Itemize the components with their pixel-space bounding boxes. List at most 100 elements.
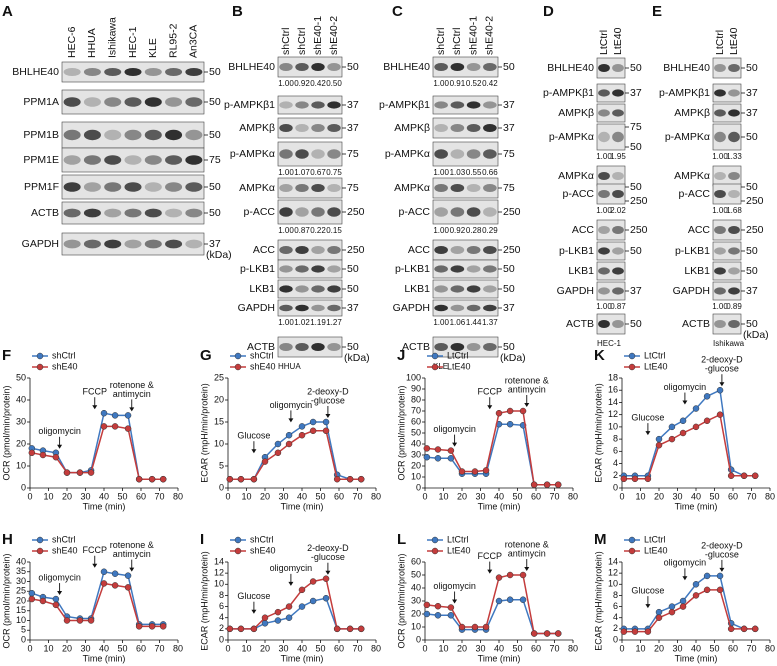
arrow-head xyxy=(251,449,257,454)
blot-band xyxy=(144,129,162,141)
row-label: AMPKα xyxy=(394,182,430,194)
data-point xyxy=(679,603,687,610)
data-point xyxy=(346,475,354,483)
blot-band xyxy=(483,124,497,132)
data-point xyxy=(692,581,700,588)
blot-band xyxy=(279,246,293,254)
blot-band xyxy=(63,239,81,249)
unit-label: (kDa) xyxy=(344,352,370,364)
annotation: -glucose xyxy=(705,549,739,559)
blot-band xyxy=(327,184,341,192)
y-tick-label: 20 xyxy=(411,460,421,470)
row-label: LKB1 xyxy=(404,283,430,295)
y-tick-label: 8 xyxy=(219,590,224,600)
data-point xyxy=(692,405,700,412)
row-label: p-LKB1 xyxy=(559,245,594,257)
data-point xyxy=(28,589,36,597)
size-marker: 50 xyxy=(630,141,642,153)
quantification: 0.66 xyxy=(482,168,498,177)
quantification: 1.19 xyxy=(310,318,326,327)
lane-label: LtE40 xyxy=(728,27,740,55)
blot-band xyxy=(728,109,740,117)
blot-band xyxy=(311,207,325,217)
size-marker: 50 xyxy=(347,61,359,73)
blot-strip xyxy=(596,123,626,151)
x-tick-label: 0 xyxy=(27,491,32,501)
size-marker: 250 xyxy=(630,224,648,236)
size-marker: 75 xyxy=(503,182,515,194)
data-point xyxy=(237,475,245,483)
blot-band xyxy=(598,267,610,275)
blot-band xyxy=(185,208,203,218)
annotation: oligomycin xyxy=(38,426,81,436)
legend-marker xyxy=(36,363,44,371)
blot-band xyxy=(295,265,309,273)
x-axis-title: Time (min) xyxy=(281,501,324,511)
quantification: 0.50 xyxy=(326,79,342,88)
blot-band xyxy=(714,131,726,143)
data-point xyxy=(740,472,748,480)
data-point xyxy=(285,440,293,448)
blot-band xyxy=(144,155,162,165)
data-point xyxy=(506,420,514,428)
size-marker: 50 xyxy=(347,341,359,353)
row-label: p-AMPKβ1 xyxy=(543,87,594,99)
data-point xyxy=(39,451,47,459)
x-tick-label: 80 xyxy=(765,491,775,501)
data-point xyxy=(655,614,663,621)
data-point xyxy=(309,597,317,605)
arrow-head xyxy=(92,405,98,410)
data-point xyxy=(716,386,724,394)
data-point xyxy=(506,407,514,415)
blot-band xyxy=(728,89,740,97)
quantification: 1.68 xyxy=(726,206,742,215)
y-axis-title: OCR (pmol/min/protein) xyxy=(1,385,11,480)
size-marker: 250 xyxy=(746,224,764,236)
series-line xyxy=(31,582,164,628)
row-label: BHLHE40 xyxy=(383,61,430,73)
arrow-head xyxy=(524,403,530,407)
quantification: 2.02 xyxy=(610,206,626,215)
lane-label: shCtrl xyxy=(296,28,308,55)
row-label: AMPKα xyxy=(239,182,275,194)
y-tick-label: 35 xyxy=(16,566,26,576)
cell-line: Ishikawa xyxy=(713,339,745,348)
quantification: 1.00 xyxy=(712,152,728,161)
panel-letter: D xyxy=(543,3,554,20)
quantification: 1.03 xyxy=(450,168,466,177)
x-tick-label: 30 xyxy=(475,491,485,501)
data-point xyxy=(679,597,687,605)
x-tick-label: 60 xyxy=(136,491,146,501)
blot-band xyxy=(279,265,293,273)
lane-label: shE40-2 xyxy=(484,16,496,55)
blot-band xyxy=(327,63,341,71)
blot-band xyxy=(434,63,448,71)
blot-band xyxy=(434,101,448,109)
blot-band xyxy=(185,239,203,249)
panel-letter: M xyxy=(594,531,607,548)
quantification: 1.00 xyxy=(596,302,612,311)
data-point xyxy=(668,435,676,443)
y-tick-label: 30 xyxy=(16,576,26,586)
annotation: Glucose xyxy=(237,431,270,441)
data-point xyxy=(530,630,538,637)
data-point xyxy=(482,467,490,474)
y-tick-label: 12 xyxy=(214,568,224,578)
size-marker: 75 xyxy=(630,121,642,133)
data-point xyxy=(679,429,687,437)
legend-label: LtCtrl xyxy=(447,534,469,544)
blot-band xyxy=(327,149,341,159)
blot-band xyxy=(728,190,740,198)
x-tick-label: 80 xyxy=(765,643,775,653)
x-axis-title: Time (min) xyxy=(675,501,718,511)
annotation: rotenone & xyxy=(110,380,154,390)
x-tick-label: 0 xyxy=(225,643,230,653)
data-point xyxy=(111,570,119,577)
blot-band xyxy=(728,267,740,275)
blot-band xyxy=(450,149,465,159)
blot-band xyxy=(311,246,325,254)
data-point xyxy=(309,578,317,585)
y-tick-label: 0 xyxy=(21,482,26,492)
x-axis-title: Time (min) xyxy=(281,653,324,663)
data-point xyxy=(124,572,132,579)
